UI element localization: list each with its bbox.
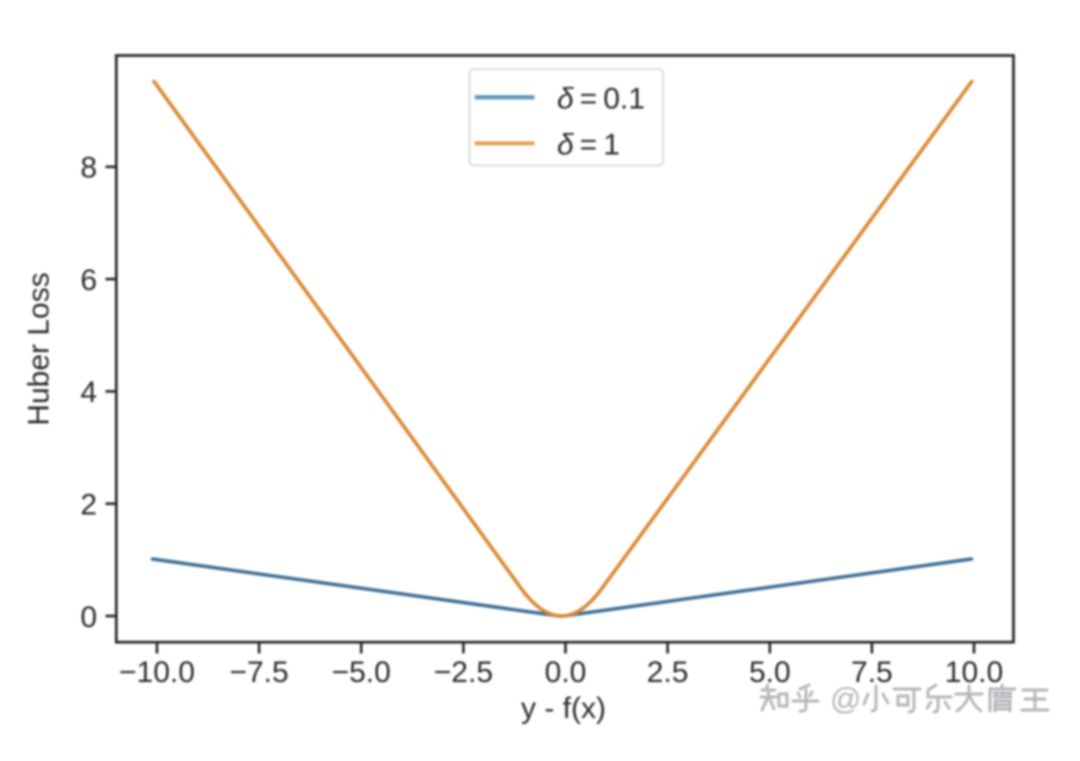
svg-text:4: 4 xyxy=(80,376,97,409)
svg-text:−5.0: −5.0 xyxy=(332,656,391,689)
svg-text:5.0: 5.0 xyxy=(749,656,791,689)
svg-text:2.5: 2.5 xyxy=(647,656,689,689)
svg-text:7.5: 7.5 xyxy=(851,656,893,689)
svg-text:6: 6 xyxy=(80,264,97,297)
svg-text:δ = 1: δ = 1 xyxy=(557,129,620,162)
svg-text:−7.5: −7.5 xyxy=(229,656,288,689)
svg-text:−10.0: −10.0 xyxy=(119,656,195,689)
svg-text:y - f(x): y - f(x) xyxy=(521,692,606,725)
svg-text:10.0: 10.0 xyxy=(945,656,1003,689)
svg-text:δ = 0.1: δ = 0.1 xyxy=(557,83,645,116)
svg-text:@: @ xyxy=(830,681,861,716)
svg-text:−2.5: −2.5 xyxy=(434,656,493,689)
svg-text:8: 8 xyxy=(80,152,97,185)
svg-text:Huber Loss: Huber Loss xyxy=(23,272,56,425)
svg-text:0.0: 0.0 xyxy=(545,656,587,689)
svg-text:0: 0 xyxy=(80,601,97,634)
svg-text:2: 2 xyxy=(80,489,97,522)
